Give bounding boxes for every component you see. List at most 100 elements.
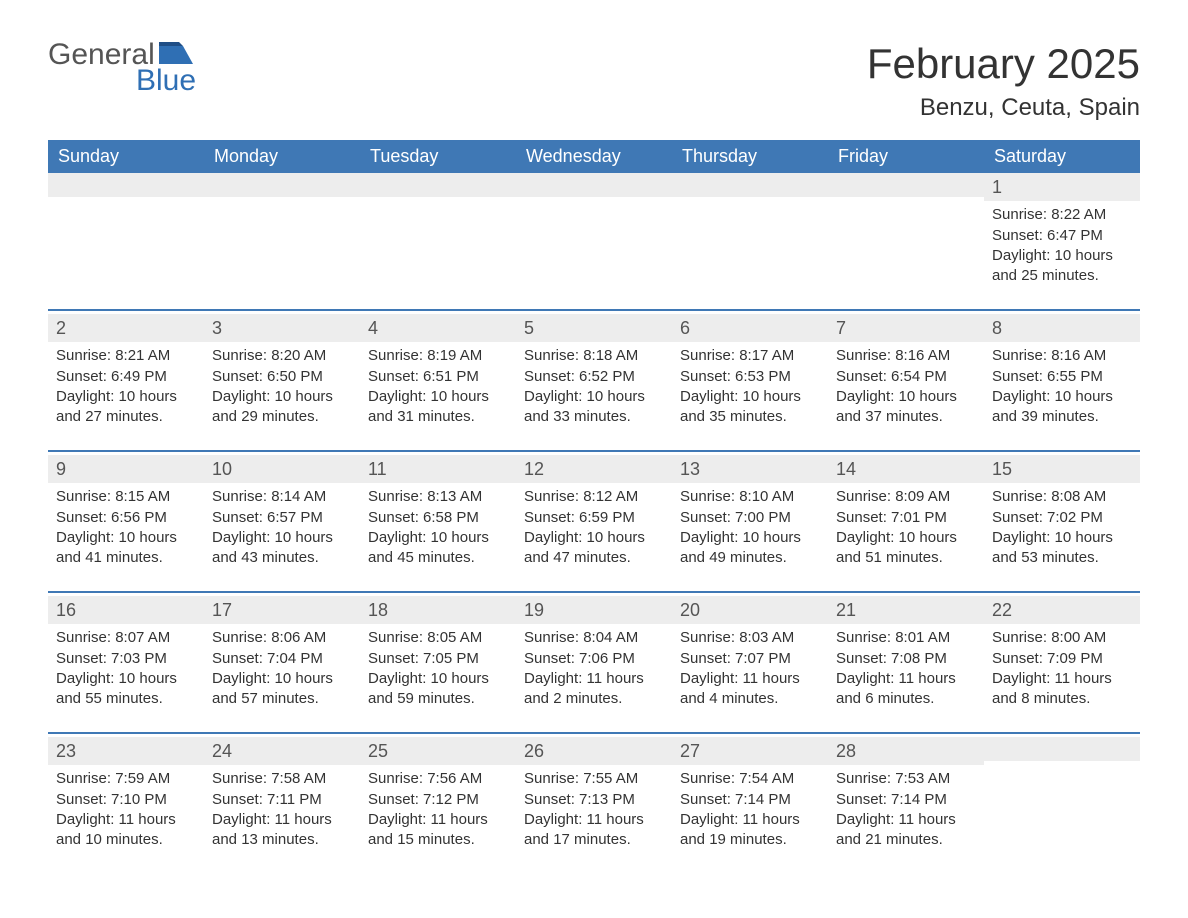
day-body: Sunrise: 7:58 AMSunset: 7:11 PMDaylight:… [204,765,360,858]
logo: General Blue [48,40,196,96]
sunset-line: Sunset: 6:49 PM [56,367,196,387]
calendar-table: SundayMondayTuesdayWednesdayThursdayFrid… [48,140,1140,873]
daylight-line: Daylight: 11 hours and 19 minutes. [680,810,820,851]
sunset-line: Sunset: 7:03 PM [56,649,196,669]
daylight-line: Daylight: 11 hours and 4 minutes. [680,669,820,710]
day-body: Sunrise: 8:07 AMSunset: 7:03 PMDaylight:… [48,624,204,717]
day-body: Sunrise: 8:16 AMSunset: 6:54 PMDaylight:… [828,342,984,435]
calendar-cell [360,173,516,310]
day-body: Sunrise: 8:19 AMSunset: 6:51 PMDaylight:… [360,342,516,435]
sunset-line: Sunset: 7:00 PM [680,508,820,528]
sunrise-line: Sunrise: 8:14 AM [212,487,352,507]
calendar-cell: 5Sunrise: 8:18 AMSunset: 6:52 PMDaylight… [516,314,672,451]
month-title: February 2025 [867,40,1140,88]
calendar-cell: 18Sunrise: 8:05 AMSunset: 7:05 PMDayligh… [360,596,516,733]
weekday-header: Sunday [48,140,204,173]
day-body: Sunrise: 8:01 AMSunset: 7:08 PMDaylight:… [828,624,984,717]
day-body: Sunrise: 8:18 AMSunset: 6:52 PMDaylight:… [516,342,672,435]
sunrise-line: Sunrise: 8:00 AM [992,628,1132,648]
day-body: Sunrise: 8:20 AMSunset: 6:50 PMDaylight:… [204,342,360,435]
sunrise-line: Sunrise: 8:15 AM [56,487,196,507]
calendar-week-row: 23Sunrise: 7:59 AMSunset: 7:10 PMDayligh… [48,737,1140,873]
day-body: Sunrise: 8:15 AMSunset: 6:56 PMDaylight:… [48,483,204,576]
day-number: 26 [516,737,672,765]
sunset-line: Sunset: 7:10 PM [56,790,196,810]
sunrise-line: Sunrise: 8:21 AM [56,346,196,366]
day-body: Sunrise: 8:21 AMSunset: 6:49 PMDaylight:… [48,342,204,435]
daylight-line: Daylight: 10 hours and 29 minutes. [212,387,352,428]
sunrise-line: Sunrise: 8:10 AM [680,487,820,507]
weekday-header: Monday [204,140,360,173]
daylight-line: Daylight: 10 hours and 33 minutes. [524,387,664,428]
sunrise-line: Sunrise: 8:22 AM [992,205,1132,225]
daylight-line: Daylight: 11 hours and 21 minutes. [836,810,976,851]
weekday-header: Wednesday [516,140,672,173]
day-number: 1 [984,173,1140,201]
calendar-cell: 3Sunrise: 8:20 AMSunset: 6:50 PMDaylight… [204,314,360,451]
calendar-cell [516,173,672,310]
day-body: Sunrise: 7:54 AMSunset: 7:14 PMDaylight:… [672,765,828,858]
calendar-cell: 20Sunrise: 8:03 AMSunset: 7:07 PMDayligh… [672,596,828,733]
day-number: 20 [672,596,828,624]
sunset-line: Sunset: 7:05 PM [368,649,508,669]
sunset-line: Sunset: 6:58 PM [368,508,508,528]
daylight-line: Daylight: 10 hours and 47 minutes. [524,528,664,569]
day-number: 15 [984,455,1140,483]
day-body: Sunrise: 8:09 AMSunset: 7:01 PMDaylight:… [828,483,984,576]
day-body: Sunrise: 8:14 AMSunset: 6:57 PMDaylight:… [204,483,360,576]
daylight-line: Daylight: 11 hours and 6 minutes. [836,669,976,710]
calendar-cell: 25Sunrise: 7:56 AMSunset: 7:12 PMDayligh… [360,737,516,873]
sunrise-line: Sunrise: 8:16 AM [836,346,976,366]
sunrise-line: Sunrise: 7:54 AM [680,769,820,789]
sunrise-line: Sunrise: 7:58 AM [212,769,352,789]
day-number: 13 [672,455,828,483]
daylight-line: Daylight: 10 hours and 39 minutes. [992,387,1132,428]
sunrise-line: Sunrise: 8:08 AM [992,487,1132,507]
calendar-cell: 7Sunrise: 8:16 AMSunset: 6:54 PMDaylight… [828,314,984,451]
day-number: 7 [828,314,984,342]
daylight-line: Daylight: 10 hours and 43 minutes. [212,528,352,569]
sunrise-line: Sunrise: 8:07 AM [56,628,196,648]
empty-daynum-bar [360,173,516,197]
sunset-line: Sunset: 6:59 PM [524,508,664,528]
day-number: 28 [828,737,984,765]
sunset-line: Sunset: 7:12 PM [368,790,508,810]
calendar-header-row: SundayMondayTuesdayWednesdayThursdayFrid… [48,140,1140,173]
logo-word-blue: Blue [136,66,196,96]
weekday-header: Friday [828,140,984,173]
sunset-line: Sunset: 7:14 PM [836,790,976,810]
day-number: 12 [516,455,672,483]
daylight-line: Daylight: 10 hours and 51 minutes. [836,528,976,569]
daylight-line: Daylight: 10 hours and 49 minutes. [680,528,820,569]
day-number: 19 [516,596,672,624]
empty-daynum-bar [516,173,672,197]
day-number: 21 [828,596,984,624]
calendar-cell: 9Sunrise: 8:15 AMSunset: 6:56 PMDaylight… [48,455,204,592]
sunset-line: Sunset: 6:54 PM [836,367,976,387]
day-body: Sunrise: 8:05 AMSunset: 7:05 PMDaylight:… [360,624,516,717]
day-number: 23 [48,737,204,765]
sunrise-line: Sunrise: 8:18 AM [524,346,664,366]
sunrise-line: Sunrise: 8:03 AM [680,628,820,648]
sunset-line: Sunset: 7:04 PM [212,649,352,669]
day-number: 16 [48,596,204,624]
calendar-cell [984,737,1140,873]
day-body: Sunrise: 8:08 AMSunset: 7:02 PMDaylight:… [984,483,1140,576]
day-body: Sunrise: 8:10 AMSunset: 7:00 PMDaylight:… [672,483,828,576]
sunset-line: Sunset: 7:01 PM [836,508,976,528]
day-body: Sunrise: 8:03 AMSunset: 7:07 PMDaylight:… [672,624,828,717]
day-number: 10 [204,455,360,483]
day-body: Sunrise: 8:13 AMSunset: 6:58 PMDaylight:… [360,483,516,576]
day-body: Sunrise: 7:55 AMSunset: 7:13 PMDaylight:… [516,765,672,858]
calendar-cell: 24Sunrise: 7:58 AMSunset: 7:11 PMDayligh… [204,737,360,873]
calendar-cell: 4Sunrise: 8:19 AMSunset: 6:51 PMDaylight… [360,314,516,451]
empty-daynum-bar [48,173,204,197]
day-number: 6 [672,314,828,342]
calendar-cell: 28 Sunrise: 7:53 AMSunset: 7:14 PMDayligh… [828,737,984,873]
daylight-line: Daylight: 10 hours and 27 minutes. [56,387,196,428]
calendar-cell: 27Sunrise: 7:54 AMSunset: 7:14 PMDayligh… [672,737,828,873]
sunrise-line: Sunrise: 7:53 AM [836,769,976,789]
header: General Blue February 2025 Benzu, Ceuta,… [48,40,1140,122]
empty-daynum-bar [828,173,984,197]
day-body: Sunrise: 8:16 AMSunset: 6:55 PMDaylight:… [984,342,1140,435]
